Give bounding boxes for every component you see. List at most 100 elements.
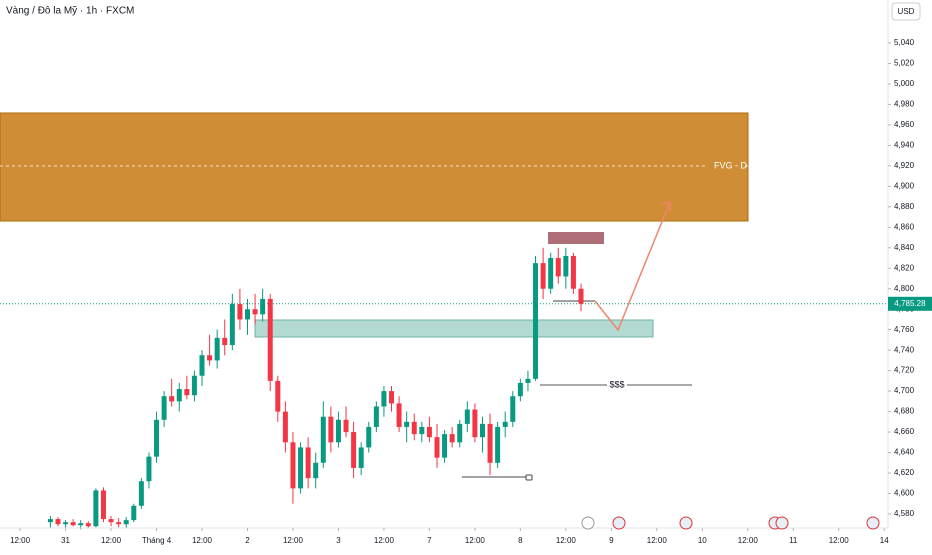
candle-body (426, 426, 432, 438)
y-tick-label: 4,660 (894, 427, 915, 436)
y-tick-label: 4,820 (894, 263, 915, 272)
x-tick-label: 10 (698, 536, 707, 545)
x-tick-label: 12:00 (556, 536, 577, 545)
candle-body (161, 396, 167, 420)
candle-body (548, 258, 554, 289)
candle-body (207, 355, 213, 361)
y-tick-label: 4,620 (894, 468, 915, 477)
y-tick-label: 4,640 (894, 448, 915, 457)
candle-body (533, 263, 539, 379)
event-icon[interactable] (581, 516, 595, 530)
x-tick-label: 7 (427, 536, 432, 545)
candle-body (366, 426, 372, 448)
y-tick-label: 4,920 (894, 161, 915, 170)
y-tick-label: 4,880 (894, 202, 915, 211)
event-icon[interactable] (679, 516, 693, 530)
y-tick-label: 4,680 (894, 407, 915, 416)
candle-body (146, 456, 152, 482)
candle-body (335, 419, 341, 443)
candle-body (434, 437, 440, 458)
x-tick-label: 12:00 (101, 536, 122, 545)
last-price-badge (888, 296, 932, 311)
x-tick-label: 3 (336, 536, 341, 545)
candle-body (328, 416, 334, 443)
candle-body (555, 258, 561, 277)
candle-body (358, 447, 364, 468)
candle-body (93, 490, 99, 527)
candle-body (457, 423, 463, 443)
candle-body (191, 375, 197, 396)
y-tick-label: 4,600 (894, 489, 915, 498)
candle-body (495, 426, 501, 463)
x-tick-label: 12:00 (647, 536, 668, 545)
candle-body (184, 389, 190, 396)
x-tick-label: 12:00 (465, 536, 486, 545)
candle-body (502, 421, 508, 427)
candle-body (282, 411, 288, 443)
last-price-label: 4,785.28 (894, 299, 926, 308)
candle-body (199, 355, 205, 376)
plot (0, 247, 888, 530)
x-tick-label: 12:00 (10, 536, 31, 545)
event-icon[interactable] (775, 516, 789, 530)
x-tick-label: 2 (245, 536, 250, 545)
x-tick-label: 12:00 (283, 536, 304, 545)
candle-body (351, 432, 357, 468)
y-tick-label: 4,800 (894, 284, 915, 293)
candle-body (449, 434, 455, 443)
candle-body (540, 263, 546, 289)
candle-body (404, 421, 410, 427)
y-tick-label: 4,960 (894, 120, 915, 129)
candle-body (510, 396, 516, 422)
currency-label[interactable]: USD (898, 7, 915, 16)
candle-body (244, 309, 250, 320)
drawings (0, 112, 749, 481)
y-tick-label: 4,900 (894, 181, 915, 190)
event-icon[interactable] (866, 516, 880, 530)
y-tick-label: 4,580 (894, 509, 915, 518)
candle-body (343, 419, 349, 433)
currency-button[interactable] (891, 2, 921, 21)
candle-body (222, 337, 228, 346)
x-tick-label: Tháng 4 (142, 536, 172, 545)
candle-body (85, 523, 91, 527)
fvg-label: FVG - D (714, 160, 747, 170)
x-tick-label: 12:00 (829, 536, 850, 545)
candle-body (313, 462, 319, 479)
candle-body (252, 309, 258, 315)
candle-body (373, 406, 379, 427)
x-tick-label: 9 (609, 536, 614, 545)
candle-body (214, 337, 220, 361)
y-tick-label: 4,980 (894, 100, 915, 109)
candle-body (305, 447, 311, 479)
candle-body (237, 304, 243, 320)
x-tick-label: 12:00 (738, 536, 759, 545)
candle-body (464, 409, 470, 424)
candle-body (298, 447, 304, 489)
candle-body (320, 416, 326, 463)
candle-body (487, 423, 493, 463)
candle-body (70, 522, 76, 526)
y-tick-label: 5,020 (894, 59, 915, 68)
supply-box (548, 232, 604, 244)
y-tick-label: 4,760 (894, 325, 915, 334)
chart-title: Vàng / Đô la Mỹ · 1h · FXCM (6, 6, 134, 17)
candle-body (389, 391, 395, 404)
y-tick-label: 4,840 (894, 243, 915, 252)
y-tick-label: 4,700 (894, 386, 915, 395)
candle-body (260, 298, 266, 315)
candle-body (517, 382, 523, 397)
x-tick-label: 11 (789, 536, 798, 545)
candle-body (108, 519, 114, 523)
candle-body (116, 522, 122, 525)
y-tick-label: 5,040 (894, 38, 915, 47)
y-tick-label: 4,860 (894, 222, 915, 231)
candle-body (578, 288, 584, 304)
fvg-zone (0, 112, 749, 222)
event-icon[interactable] (612, 516, 626, 530)
demand-zone (254, 319, 654, 338)
x-tick-label: 8 (518, 536, 523, 545)
candle-body (396, 403, 402, 427)
candle-body (229, 304, 235, 346)
y-tick-label: 4,940 (894, 140, 915, 149)
